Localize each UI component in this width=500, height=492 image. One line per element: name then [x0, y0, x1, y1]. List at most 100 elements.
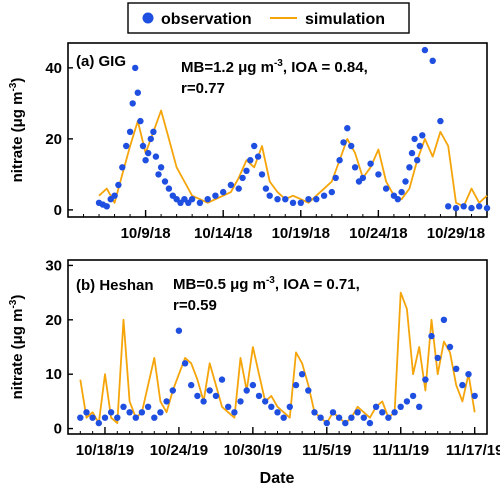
panel-b-observation-point	[372, 403, 380, 410]
panel-a-observation-point	[411, 135, 418, 143]
panel-b-observation-point	[268, 403, 275, 410]
panel-b-observation-point	[175, 327, 183, 334]
panel-b-observation-point	[200, 398, 207, 405]
panel-a-stats-rest: , IOA = 0.84,	[283, 59, 368, 76]
panel-b-xtick-label: 10/30/19	[224, 442, 282, 459]
panel-a-observation-point	[305, 196, 312, 203]
panel-a-observation-point	[289, 199, 297, 206]
panel-a-observation-point	[247, 157, 254, 164]
panel-a-xtick-label: 10/29/18	[427, 225, 485, 242]
panel-b-observation-point	[317, 414, 324, 421]
panel-a-observation-point	[408, 149, 416, 157]
panel-a-observation-point	[165, 185, 173, 192]
panel-a-stats-sup: -3	[274, 58, 283, 69]
panel-a-observation-point	[157, 164, 165, 171]
panel-b-stats-line1: MB=0.5 μg m-3, IOA = 0.71,	[173, 275, 360, 293]
panel-b-observation-point	[391, 409, 398, 416]
panel-a-observation-point	[375, 171, 382, 178]
panel-b-observation-point	[397, 403, 404, 410]
panel-a-observation-point	[406, 164, 413, 171]
panel-a-observation-point	[416, 142, 423, 150]
panel-b-observation-point	[144, 403, 152, 410]
panel-a-observation-point	[402, 178, 409, 185]
panel-b-observation-point	[243, 387, 250, 394]
panel-b-observation-point	[434, 354, 441, 362]
panel-b-observation-point	[280, 414, 287, 421]
panel-b-observation-point	[255, 392, 263, 400]
panel-b-observation-point	[379, 409, 386, 416]
panel-a-observation-point	[274, 196, 281, 203]
panel-b-plot-area: 0 10 20 30 10/18/19 10/24/19 10/30/19 11/5/19 11…	[45, 257, 500, 459]
panel-b-observation-point	[262, 398, 269, 405]
panel-a-observation-point	[320, 192, 328, 199]
panel-a-xtick-label: 10/9/18	[121, 225, 171, 242]
panel-b-ytick-label: 10	[45, 366, 62, 383]
panel-a-observation-point	[196, 199, 204, 206]
panel-b-observation-point	[212, 392, 220, 400]
panel-a-observation-point	[239, 174, 246, 182]
panel-a-observation-point	[137, 117, 144, 125]
panel-a-observation-point	[297, 199, 304, 206]
panel-b-observation-point	[218, 376, 226, 383]
panel-b-observation-point	[120, 403, 127, 410]
panel-a-observation-point	[235, 185, 242, 192]
panel-a-observation-point	[134, 89, 141, 96]
panel-a-observation-point	[103, 203, 111, 210]
panel-a-observation-point	[152, 153, 160, 160]
panel-b-observation-point	[292, 381, 300, 389]
legend: observation simulation	[127, 2, 410, 34]
panel-b-observation-point	[138, 409, 146, 416]
panel-a-observation-point	[414, 157, 421, 164]
panel-b-observation-point	[286, 403, 293, 410]
panel-a-observation-point	[111, 192, 118, 199]
panel-a-observation-point	[382, 185, 390, 192]
panel-b-simulation-line	[79, 291, 476, 425]
panel-b-xtick-label: 11/11/19	[372, 442, 429, 459]
panel-b-xtick-label: 10/18/19	[76, 442, 134, 459]
panel-a-observation-point	[262, 185, 270, 192]
panel-a-observation-point	[155, 171, 162, 178]
panel-b-observation-point	[231, 409, 238, 416]
panel-a-observation-point	[129, 100, 136, 107]
panel-a-observation-point	[119, 164, 126, 171]
panel-a-observation-point	[145, 149, 152, 157]
panel-a-observation-point	[419, 132, 426, 139]
panel-b-observation-point	[181, 360, 189, 367]
panel-a-observation-point	[468, 204, 475, 212]
panel-a-stats-main: MB=1.2 μg m	[181, 59, 274, 76]
legend-simulation-label: simulation	[305, 11, 385, 28]
panel-a-stats-line2: r=0.77	[181, 80, 225, 97]
panel-a-observation-point	[243, 167, 250, 174]
panel-b-observation-point	[249, 381, 257, 389]
panel-b-observation-point	[237, 398, 244, 405]
panel-a-observation-point	[437, 117, 444, 125]
panel-b-observation-point	[342, 419, 349, 427]
panel-b-observation-point	[428, 332, 435, 340]
panel-b-stats-rest: , IOA = 0.71,	[275, 276, 360, 293]
panel-b-observation-point	[465, 371, 472, 378]
panel-b-observation-point	[89, 414, 96, 421]
panel-b-observation-point	[107, 409, 115, 416]
panel-a-plot-area: 0 20 40 10/9/18 10/14/18 10/19/18 10/24/18 10/2…	[45, 46, 491, 242]
panel-b-observation-point	[440, 316, 448, 323]
panel-a-observation-point	[336, 157, 343, 164]
panel-a-observation-point	[476, 203, 483, 210]
panel-b-observation-point	[446, 343, 454, 351]
panel-a-observation-point	[359, 174, 367, 182]
panel-a-observation-point	[227, 181, 235, 189]
panel-b-observation-point	[151, 414, 158, 421]
panel-a-observation-point	[452, 204, 460, 212]
x-axis-title: Date	[260, 470, 295, 487]
panel-a-observation-point	[460, 203, 467, 210]
panel-a-xtick-label: 10/19/18	[272, 225, 330, 242]
panel-b-ylabel-close: )	[9, 295, 26, 300]
panel-b-observation-point	[403, 398, 411, 405]
panel-a-observation-point	[348, 142, 355, 150]
panel-b-label: (b) Heshan	[76, 277, 154, 294]
panel-b-observation-point	[132, 414, 139, 421]
panel-b-ytick-label: 0	[54, 421, 62, 438]
panel-a-observation-point	[313, 196, 320, 203]
panel-a-observation-point	[282, 196, 289, 203]
